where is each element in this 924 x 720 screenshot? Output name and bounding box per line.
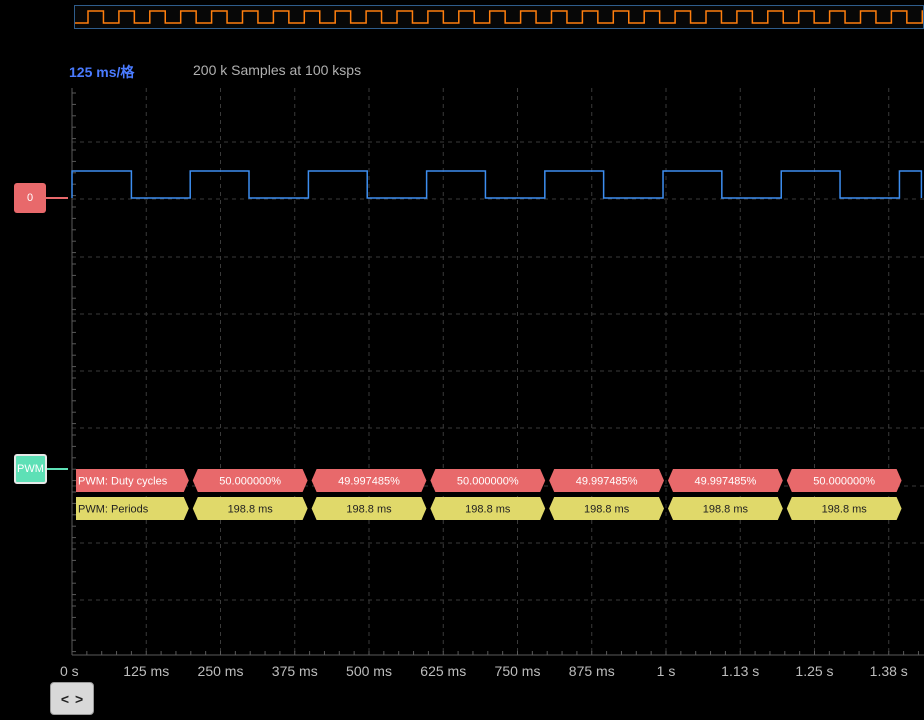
decoder-value: 198.8 ms <box>465 504 511 516</box>
overview-waveform <box>75 10 923 24</box>
x-tick-label: 250 ms <box>198 663 244 679</box>
decoder-segment <box>786 497 902 520</box>
x-tick-label: 0 s <box>60 663 79 679</box>
decoder-segment <box>192 497 308 520</box>
overview-signal <box>75 10 923 24</box>
decoder-row-name: PWM: Periods <box>78 504 149 516</box>
decoder-segment <box>668 469 783 492</box>
x-tick-label: 750 ms <box>495 663 541 679</box>
channel-0-waveform <box>71 170 923 199</box>
channel-0-label: 0 <box>26 192 34 204</box>
decoder-segment <box>76 497 189 520</box>
sample-info: 200 k Samples at 100 ksps <box>193 62 362 78</box>
decoder-value: 49.997485% <box>695 476 757 488</box>
chevron-left-icon[interactable]: < <box>60 690 69 707</box>
x-tick-label: 125 ms <box>123 663 169 679</box>
decoder-segment <box>668 497 783 520</box>
decoder-value: 50.000000% <box>219 476 281 488</box>
decoder-value: 198.8 ms <box>584 504 630 516</box>
x-tick-label: 1.25 s <box>795 663 833 679</box>
x-tick-label: 875 ms <box>569 663 615 679</box>
x-tick-label: 500 ms <box>346 663 392 679</box>
overview-strip[interactable] <box>74 5 924 29</box>
plot-grid <box>71 88 924 656</box>
decoder-rows: PWM: Duty cycles 50.000000% 49.997485% 50.0… <box>76 469 902 520</box>
decoder-segment <box>192 469 308 492</box>
channel-0-trace <box>46 170 923 470</box>
x-tick-label: 1 s <box>657 663 676 679</box>
decoder-value: 198.8 ms <box>703 504 749 516</box>
decoder-value: 198.8 ms <box>346 504 392 516</box>
pwm-channel-label: PWM <box>17 463 44 475</box>
time-axis: 0 s 125 ms 250 ms 375 ms 500 ms 625 ms 750 ms 8… <box>60 663 908 679</box>
decoder-segment <box>76 469 189 492</box>
decoder-value: 198.8 ms <box>822 504 868 516</box>
decoder-value: 49.997485% <box>338 476 400 488</box>
pwm-channel-badge[interactable]: PWM <box>14 454 47 484</box>
decoder-value: 198.8 ms <box>228 504 274 516</box>
scroll-buttons[interactable]: < > <box>50 682 94 715</box>
x-tick-label: 1.13 s <box>721 663 759 679</box>
channel-0-badge[interactable]: 0 <box>14 183 46 213</box>
x-tick-label: 375 ms <box>272 663 318 679</box>
decoder-value: 50.000000% <box>813 476 875 488</box>
decoder-row-name: PWM: Duty cycles <box>78 476 168 488</box>
decoder-value: 50.000000% <box>457 476 519 488</box>
decoder-segment <box>549 497 664 520</box>
decoder-segment <box>311 469 427 492</box>
decoder-segment <box>430 469 546 492</box>
x-tick-label: 1.38 s <box>870 663 908 679</box>
decoder-segment <box>786 469 902 492</box>
decoder-segment <box>549 469 664 492</box>
decoder-segment <box>430 497 546 520</box>
decoder-value: 49.997485% <box>576 476 638 488</box>
decoder-segment <box>311 497 427 520</box>
timebase-label[interactable]: 125 ms/格 <box>69 64 135 80</box>
x-tick-label: 625 ms <box>420 663 466 679</box>
chevron-right-icon[interactable]: > <box>75 690 84 707</box>
